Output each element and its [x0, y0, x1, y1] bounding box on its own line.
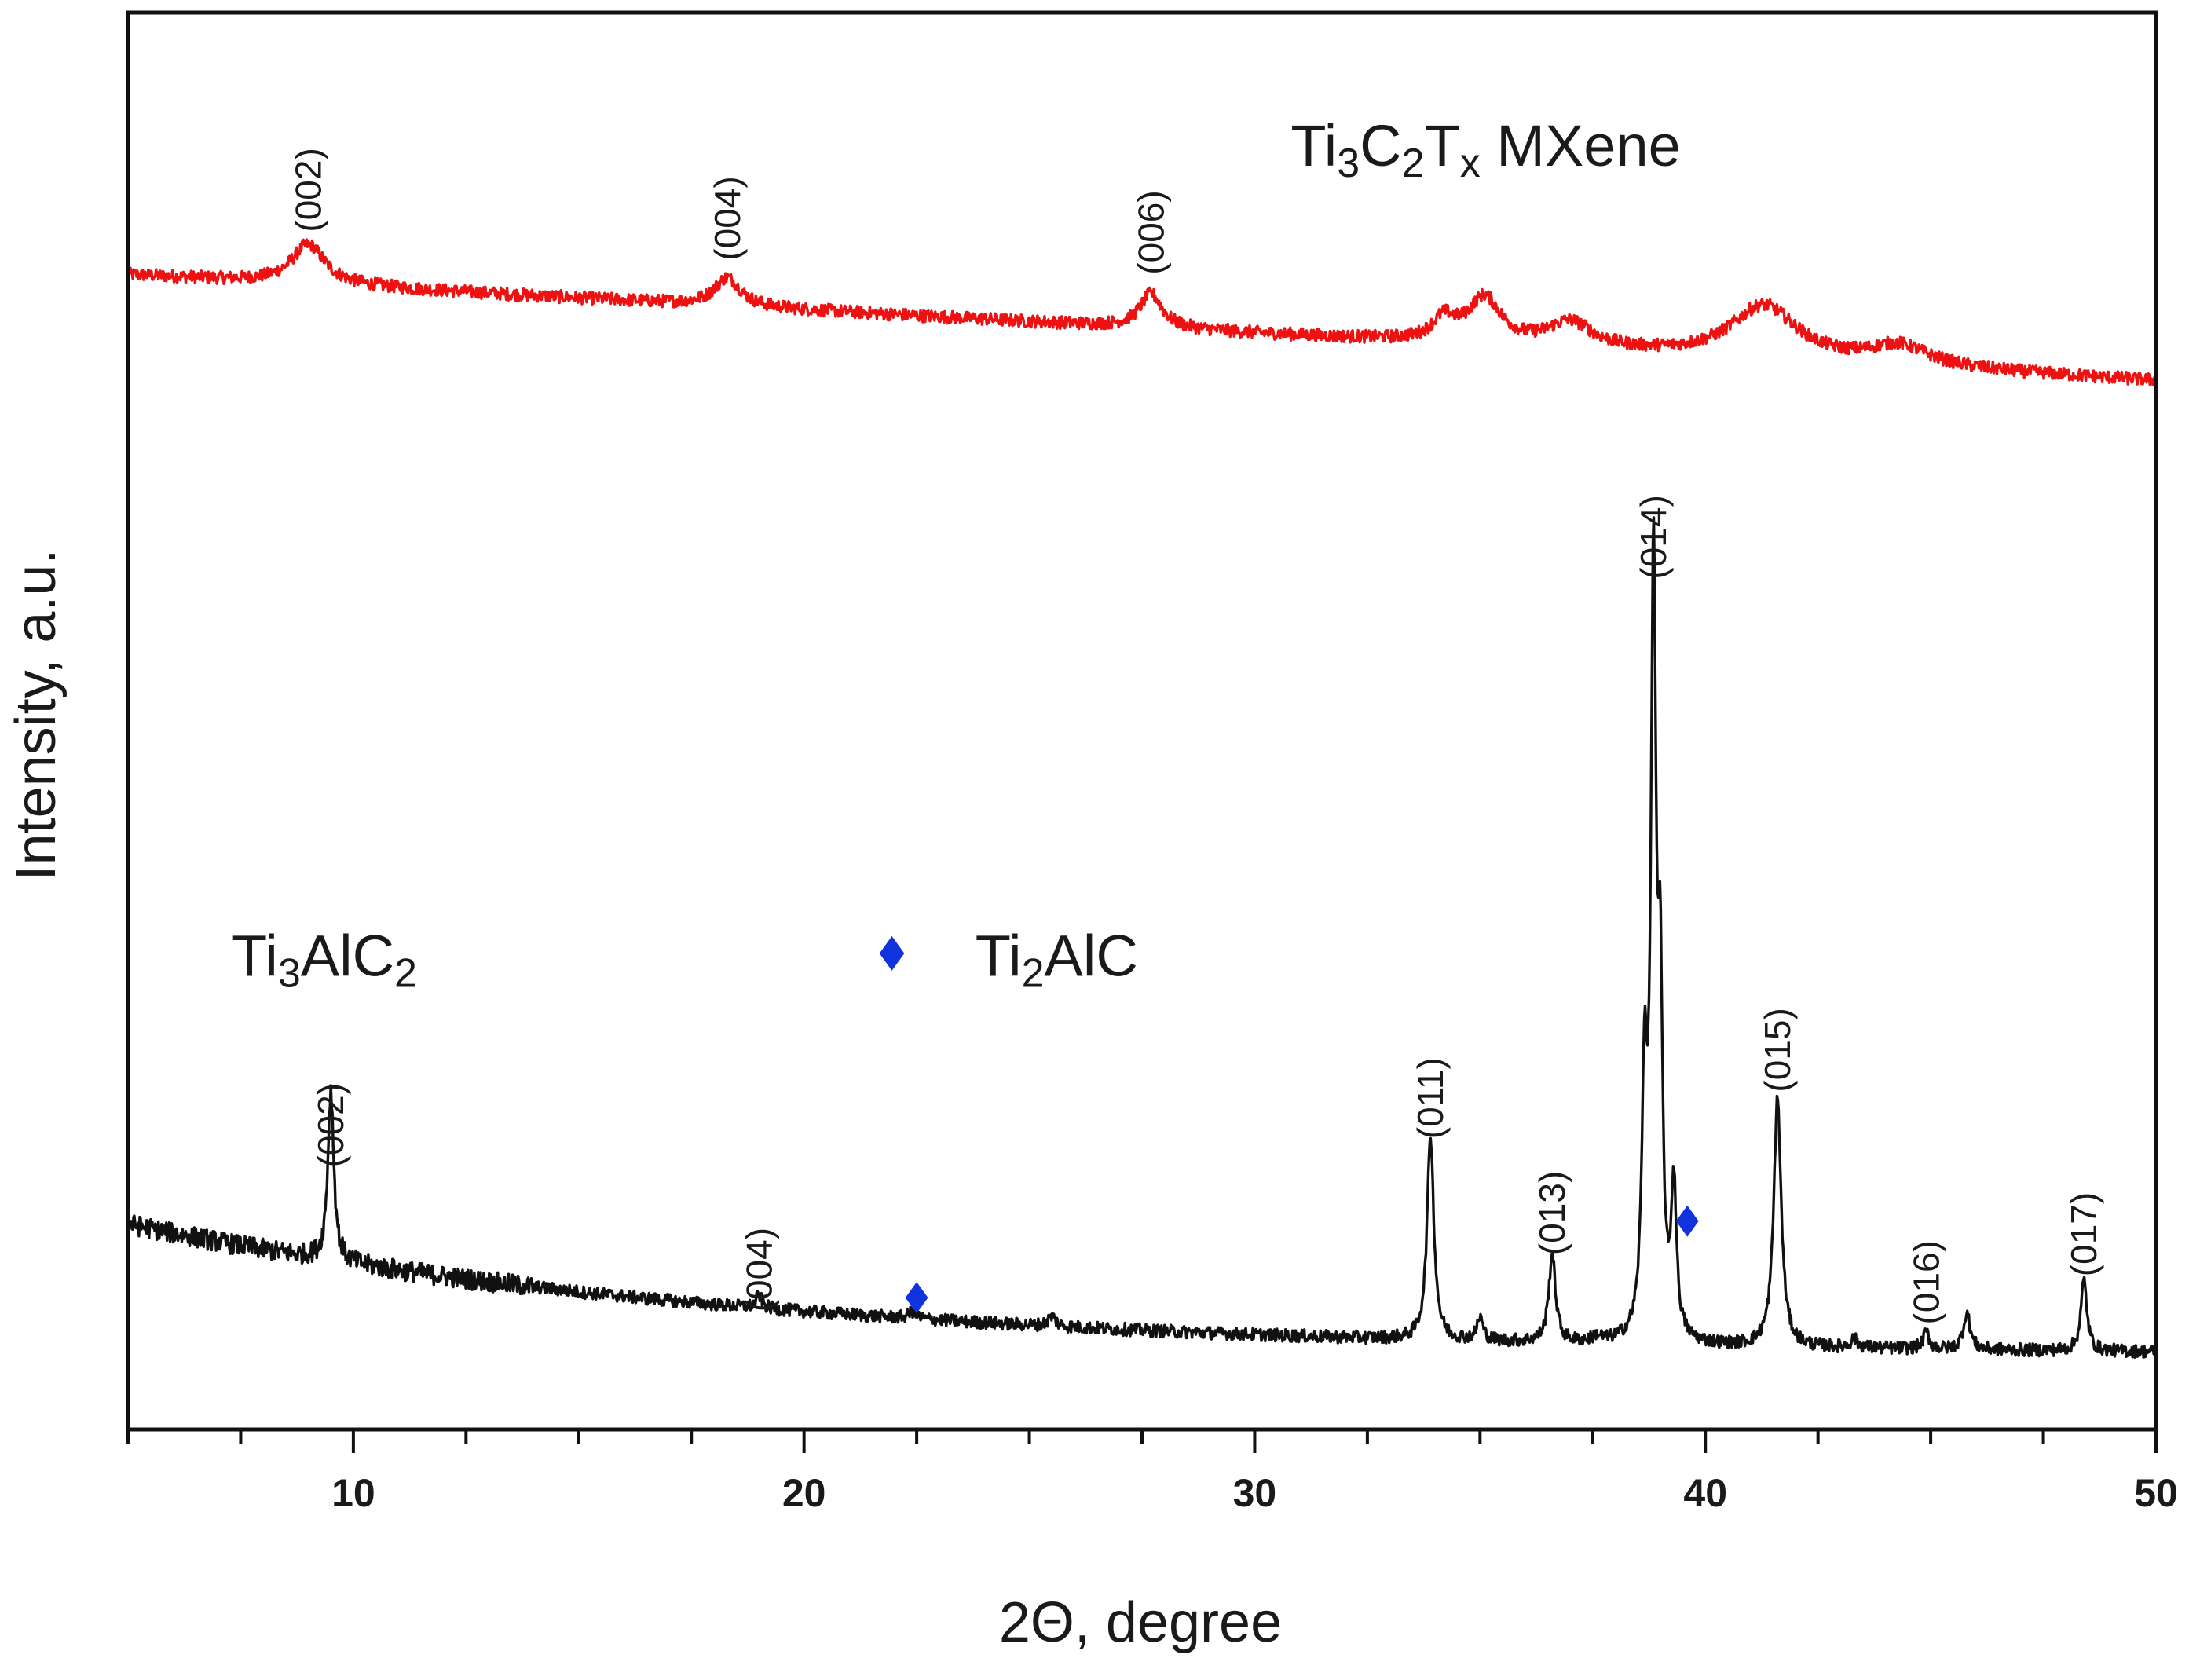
- ti2alc-legend-label-part-0: Ti: [976, 924, 1022, 989]
- ti2alc-diamond-marker-2: [1675, 1205, 1699, 1237]
- ti3alc2-series-label-part-3: 2: [394, 951, 417, 997]
- ti2alc-legend-label: Ti2AlC: [976, 924, 1138, 997]
- mxene-series-label-part-3: 2: [1402, 141, 1425, 186]
- mxene-series-label-part-2: C: [1360, 113, 1401, 178]
- mxene-peak-label-002: (002): [288, 148, 329, 232]
- x-tick-label-10: 10: [331, 1471, 375, 1515]
- x-tick-label-50: 50: [2134, 1471, 2178, 1515]
- mxene-series-label: Ti3C2Tx MXene: [1290, 113, 1680, 186]
- x-tick-label-30: 30: [1233, 1471, 1277, 1515]
- ti3alc2-series-label: Ti3AlC2: [232, 924, 417, 997]
- ti3alc2-series-label-part-0: Ti: [232, 924, 278, 989]
- ti3alc2-peak-label-016: (016): [1905, 1240, 1946, 1324]
- ti3alc2-xrd-line: [126, 516, 2158, 1359]
- ti3alc2-peak-label-014: (014): [1633, 495, 1674, 579]
- ti3alc2-series-label-part-1: 3: [278, 951, 301, 997]
- mxene-series-label-part-5: x: [1460, 141, 1481, 186]
- mxene-xrd-line: [126, 238, 2158, 387]
- ti3alc2-peak-label-011: (011): [1410, 1057, 1451, 1139]
- ti2alc-diamond-marker-1: [905, 1282, 928, 1314]
- x-axis-title: 2Θ, degree: [999, 1591, 1282, 1654]
- ti3alc2-peak-label-013: (013): [1532, 1171, 1572, 1255]
- plot-area: [126, 238, 2158, 1359]
- ti3alc2-peak-label-004: (004): [738, 1228, 779, 1312]
- mxene-series-label-part-6: MXene: [1481, 113, 1681, 178]
- y-axis-title: Intensity, a.u.: [5, 549, 68, 881]
- ti3alc2-series-label-part-2: AlC: [301, 924, 394, 989]
- x-axis-ticks: 10 20 30 40 50: [126, 1429, 2178, 1515]
- ti3alc2-peak-label-002: (002): [310, 1083, 351, 1167]
- x-tick-label-40: 40: [1683, 1471, 1727, 1515]
- mxene-peak-label-006: (006): [1131, 190, 1172, 274]
- ti2alc-legend-label-part-1: 2: [1022, 951, 1045, 997]
- ti2alc-legend-label-part-2: AlC: [1045, 924, 1138, 989]
- ti3alc2-peak-label-017: (017): [2063, 1192, 2104, 1276]
- mxene-series-label-part-1: 3: [1337, 141, 1360, 186]
- ti3alc2-peak-label-015: (015): [1757, 1008, 1798, 1092]
- peak-annotations: (002) (004) (006) (002) (004) (011) (013) (014)…: [288, 148, 2105, 1324]
- ti2alc-legend-diamond: [879, 935, 905, 971]
- mxene-series-label-part-4: T: [1425, 113, 1460, 178]
- mxene-peak-label-004: (004): [707, 176, 748, 260]
- x-tick-label-20: 20: [782, 1471, 826, 1515]
- mxene-series-label-part-0: Ti: [1290, 113, 1337, 178]
